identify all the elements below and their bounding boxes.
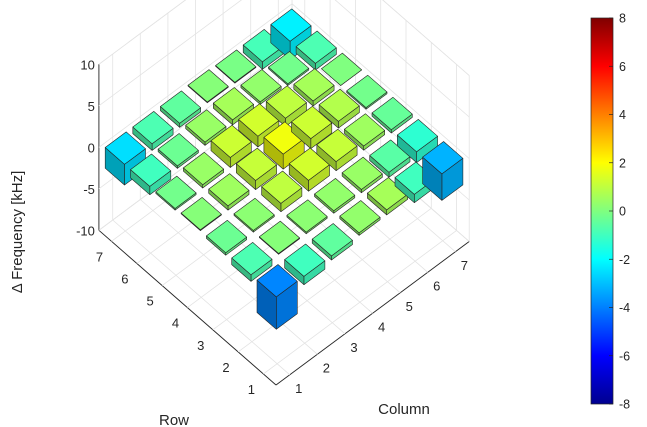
x-axis-label: Column [378, 401, 430, 418]
bar [183, 152, 224, 189]
bar [316, 128, 358, 171]
bar [268, 51, 310, 86]
column-tick-label: 5 [406, 299, 413, 314]
row-tick-label: 3 [197, 338, 204, 353]
bar [155, 175, 197, 211]
bar [339, 200, 381, 236]
z-tick-label: -5 [83, 182, 95, 197]
bar [311, 223, 353, 261]
column-tick-label: 7 [461, 258, 468, 273]
bar [210, 124, 252, 168]
z-tick-label: 0 [88, 140, 95, 155]
bar [240, 69, 282, 105]
bar [344, 113, 386, 151]
colorbar-tick-label: 6 [619, 60, 626, 74]
z-tick-label: 10 [80, 57, 94, 72]
column-tick-label: 4 [378, 319, 385, 334]
bars [104, 8, 464, 330]
row-tick-label: 2 [222, 360, 229, 375]
bar [258, 220, 300, 255]
row-tick-label: 7 [96, 249, 103, 264]
colorbar-tick-label: -8 [619, 398, 630, 412]
z-tick-label: 5 [88, 99, 95, 114]
bar [265, 85, 307, 127]
row-tick-label: 1 [248, 382, 255, 397]
tick-labels: -10 -5 0 5 10 1 2 3 4 5 6 7 1 2 3 4 5 6 7 [76, 57, 468, 397]
bar [321, 52, 363, 86]
colorbar-tick-label: -6 [619, 349, 630, 363]
colorbar-ticks: 8 6 4 2 0 -2 -4 -6 -8 [609, 12, 630, 412]
bar [256, 264, 298, 330]
row-tick-label: 4 [172, 316, 179, 331]
column-tick-label: 6 [433, 278, 440, 293]
bar [422, 141, 464, 201]
bar [215, 49, 257, 84]
bar [346, 74, 388, 110]
bar [314, 178, 356, 214]
colorbar-tick-label: 2 [619, 156, 626, 170]
bar [371, 97, 413, 134]
bar [160, 90, 201, 128]
bar [213, 87, 254, 126]
colorbar-tick-label: 4 [619, 108, 626, 122]
bar [291, 106, 333, 149]
z-tick-label: -10 [76, 223, 95, 238]
bar [341, 156, 383, 194]
bar [286, 199, 328, 235]
bar [130, 153, 172, 195]
bar [261, 170, 303, 212]
column-tick-label: 1 [295, 381, 302, 396]
bar [293, 68, 335, 107]
column-tick-label: 3 [350, 340, 357, 355]
colorbar-tick-label: -4 [619, 301, 630, 315]
bar [270, 8, 312, 60]
column-tick-label: 2 [323, 360, 330, 375]
row-tick-label: 5 [147, 294, 154, 309]
colorbar-tick-label: 0 [619, 205, 626, 219]
bar [231, 242, 273, 282]
bar [396, 119, 438, 163]
bar [318, 88, 360, 129]
bar [233, 197, 275, 233]
z-axis-label: Δ Frequency [kHz] [9, 171, 26, 294]
colorbar-tick-label: -2 [619, 253, 630, 267]
bar [157, 133, 199, 169]
colorbar-tick-label: 8 [619, 12, 626, 26]
bar [187, 69, 229, 104]
bar [208, 173, 250, 211]
bar [236, 147, 277, 190]
bar [180, 197, 222, 231]
row-tick-label: 6 [121, 271, 128, 286]
bar [206, 220, 247, 256]
y-axis-label: Row [159, 412, 189, 427]
bar [185, 109, 227, 146]
bar [295, 30, 337, 71]
colorbar: 8 6 4 2 0 -2 -4 -6 -8 [590, 12, 630, 412]
bar [132, 111, 174, 151]
bar [284, 243, 326, 286]
